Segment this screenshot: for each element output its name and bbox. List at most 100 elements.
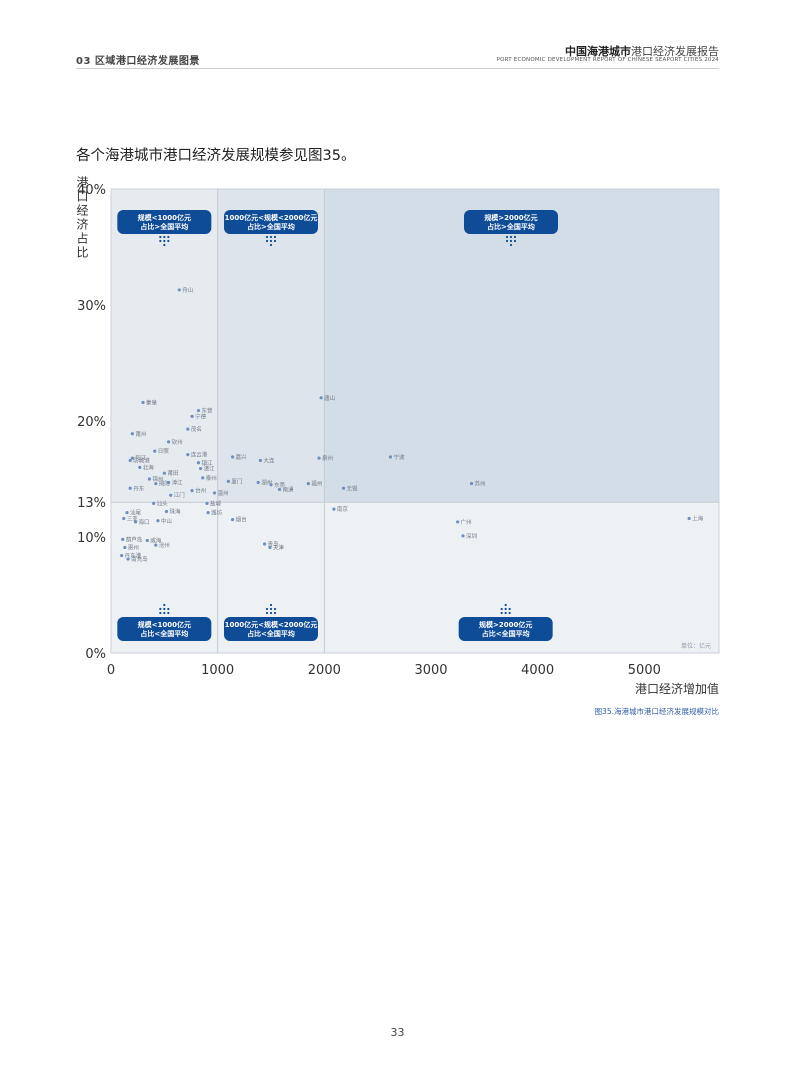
point-label: 镇江 [201, 459, 213, 467]
data-point [461, 534, 465, 538]
point-label: 无锡 [347, 484, 359, 492]
badge-dot [509, 235, 513, 239]
data-point [145, 538, 149, 543]
badge-dot [509, 239, 513, 243]
data-point [167, 480, 171, 485]
point-label: 泰州 [206, 474, 217, 482]
data-point [169, 493, 173, 497]
point-label: 南通 [283, 485, 295, 493]
point-label: 福州 [311, 480, 322, 488]
data-point [123, 545, 127, 550]
point-label: 防城港 [133, 456, 150, 464]
badge-dot [508, 607, 511, 611]
y-axis-title: 港口经济占比 [75, 176, 89, 260]
badge-dot [273, 611, 277, 615]
point-label: 葫芦岛 [126, 535, 143, 543]
point-label: 汕尾 [130, 509, 142, 517]
badge-dot [273, 607, 277, 611]
point-label: 沧州 [159, 541, 170, 549]
point-label: 台州 [195, 487, 206, 495]
data-point [120, 553, 124, 558]
report-title-rest: 港口经济发展报告 [631, 45, 719, 58]
point-label: 丹东 [133, 484, 145, 492]
y-tick-label: 20% [77, 415, 106, 430]
data-point [277, 487, 282, 492]
point-label: 锦州 [152, 475, 163, 483]
point-label: 盐城 [210, 499, 222, 507]
unit-note: 单位：亿元 [681, 642, 711, 650]
badge-line-1: 规模<1000亿元 [138, 213, 191, 222]
point-label: 南充岛 [131, 555, 148, 563]
badge-dot [167, 611, 170, 615]
badge-dot [167, 607, 170, 611]
x-tick-label: 3000 [414, 663, 447, 678]
badge-dot [269, 611, 273, 615]
data-point [306, 482, 310, 486]
data-point [231, 518, 235, 522]
data-point [162, 471, 166, 475]
badge-dot [163, 239, 166, 243]
point-label: 日照 [158, 448, 170, 455]
point-label: 苏州 [475, 480, 486, 488]
point-label: 潍坊 [211, 509, 223, 517]
data-point [256, 480, 260, 485]
badge-dot [159, 235, 162, 239]
badge-dot [513, 235, 517, 239]
point-label: 深圳 [466, 532, 478, 540]
badge-dot [163, 611, 166, 615]
data-point [138, 465, 142, 469]
y-tick-label: 10% [77, 531, 106, 546]
point-label: 东莞 [274, 481, 286, 489]
badge-box [117, 210, 212, 234]
data-point [388, 455, 393, 459]
badge-dot [504, 611, 507, 615]
badge-line-1: 规模>2000亿元 [484, 213, 537, 222]
quadrant-high-large [324, 189, 719, 503]
point-label: 惠州 [128, 543, 139, 551]
threshold-lines [111, 189, 719, 653]
intro-text: 各个海港城市港口经济发展规模参见图35。 [76, 148, 356, 164]
data-point [469, 482, 474, 486]
point-label: 北海 [143, 463, 155, 471]
badge-dot [265, 235, 269, 239]
badge-dot [509, 243, 513, 247]
point-label: 江门 [174, 491, 185, 499]
badge-box [224, 210, 318, 234]
badge-dot [163, 243, 166, 247]
x-tick-label: 5000 [628, 663, 661, 678]
badge-dot [504, 603, 507, 607]
point-label: 舟山 [182, 286, 193, 294]
badge-dot [163, 603, 166, 607]
data-point [332, 507, 336, 511]
point-label: 茂名 [191, 425, 202, 433]
point-label: 宁德 [195, 412, 207, 420]
badge-box [224, 617, 318, 641]
point-label: 青岛 [268, 540, 280, 548]
badge-dot [500, 611, 503, 615]
data-point [190, 489, 194, 493]
x-tick-label: 0 [107, 663, 115, 678]
x-tick-label: 1000 [201, 663, 234, 678]
point-label: 汕头 [157, 499, 169, 507]
point-label: 泉州 [322, 454, 333, 462]
data-point [156, 519, 160, 523]
x-axis-title: 港口经济增加值 [635, 681, 719, 696]
badge-dot [163, 607, 166, 611]
badge-dot [167, 239, 170, 243]
point-label: 东营 [201, 407, 213, 415]
data-point [186, 427, 190, 431]
badge-line-2: 占比<全国平均 [140, 629, 188, 638]
point-label: 莆州 [135, 430, 146, 438]
quadrant-badges: 规模<1000亿元占比>全国平均1000亿元<规模<2000亿元占比>全国平均规… [117, 210, 558, 641]
data-point [258, 458, 262, 463]
data-point [164, 509, 169, 514]
data-point [130, 432, 134, 436]
report-title-bold: 中国海港城市 [565, 45, 631, 58]
axis-titles: 港口经济增加值 港口经济占比 [75, 176, 719, 696]
point-label: 厦门 [231, 477, 242, 485]
badge-dot [159, 239, 162, 243]
